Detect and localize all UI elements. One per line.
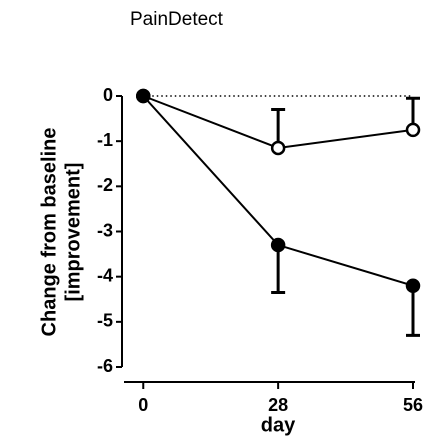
error-bar <box>406 285 420 337</box>
point <box>405 278 421 293</box>
x-label: day <box>261 414 296 436</box>
point <box>136 88 151 104</box>
y-tick-label: -5 <box>97 311 113 331</box>
point <box>405 122 421 138</box>
y-tick-label: -3 <box>97 220 113 240</box>
chart-title: PainDetect <box>130 9 224 30</box>
point <box>270 140 286 156</box>
x-tick-label: 0 <box>138 395 148 415</box>
y-tick-label: -6 <box>97 356 113 376</box>
y-label: [improvement] <box>62 163 84 302</box>
y-tick-label: -1 <box>97 130 113 150</box>
x-tick-label: 56 <box>403 395 423 415</box>
point <box>270 237 286 253</box>
y-label-line: Change from baseline <box>38 128 60 337</box>
error-bar <box>271 245 286 294</box>
x-tick-label: 28 <box>268 395 288 415</box>
y-tick-label: 0 <box>103 85 113 105</box>
y-tick-label: -2 <box>97 175 113 195</box>
y-label: Change from baseline <box>38 128 60 337</box>
y-label-line: [improvement] <box>62 163 84 302</box>
y-tick-label: -4 <box>97 265 113 285</box>
